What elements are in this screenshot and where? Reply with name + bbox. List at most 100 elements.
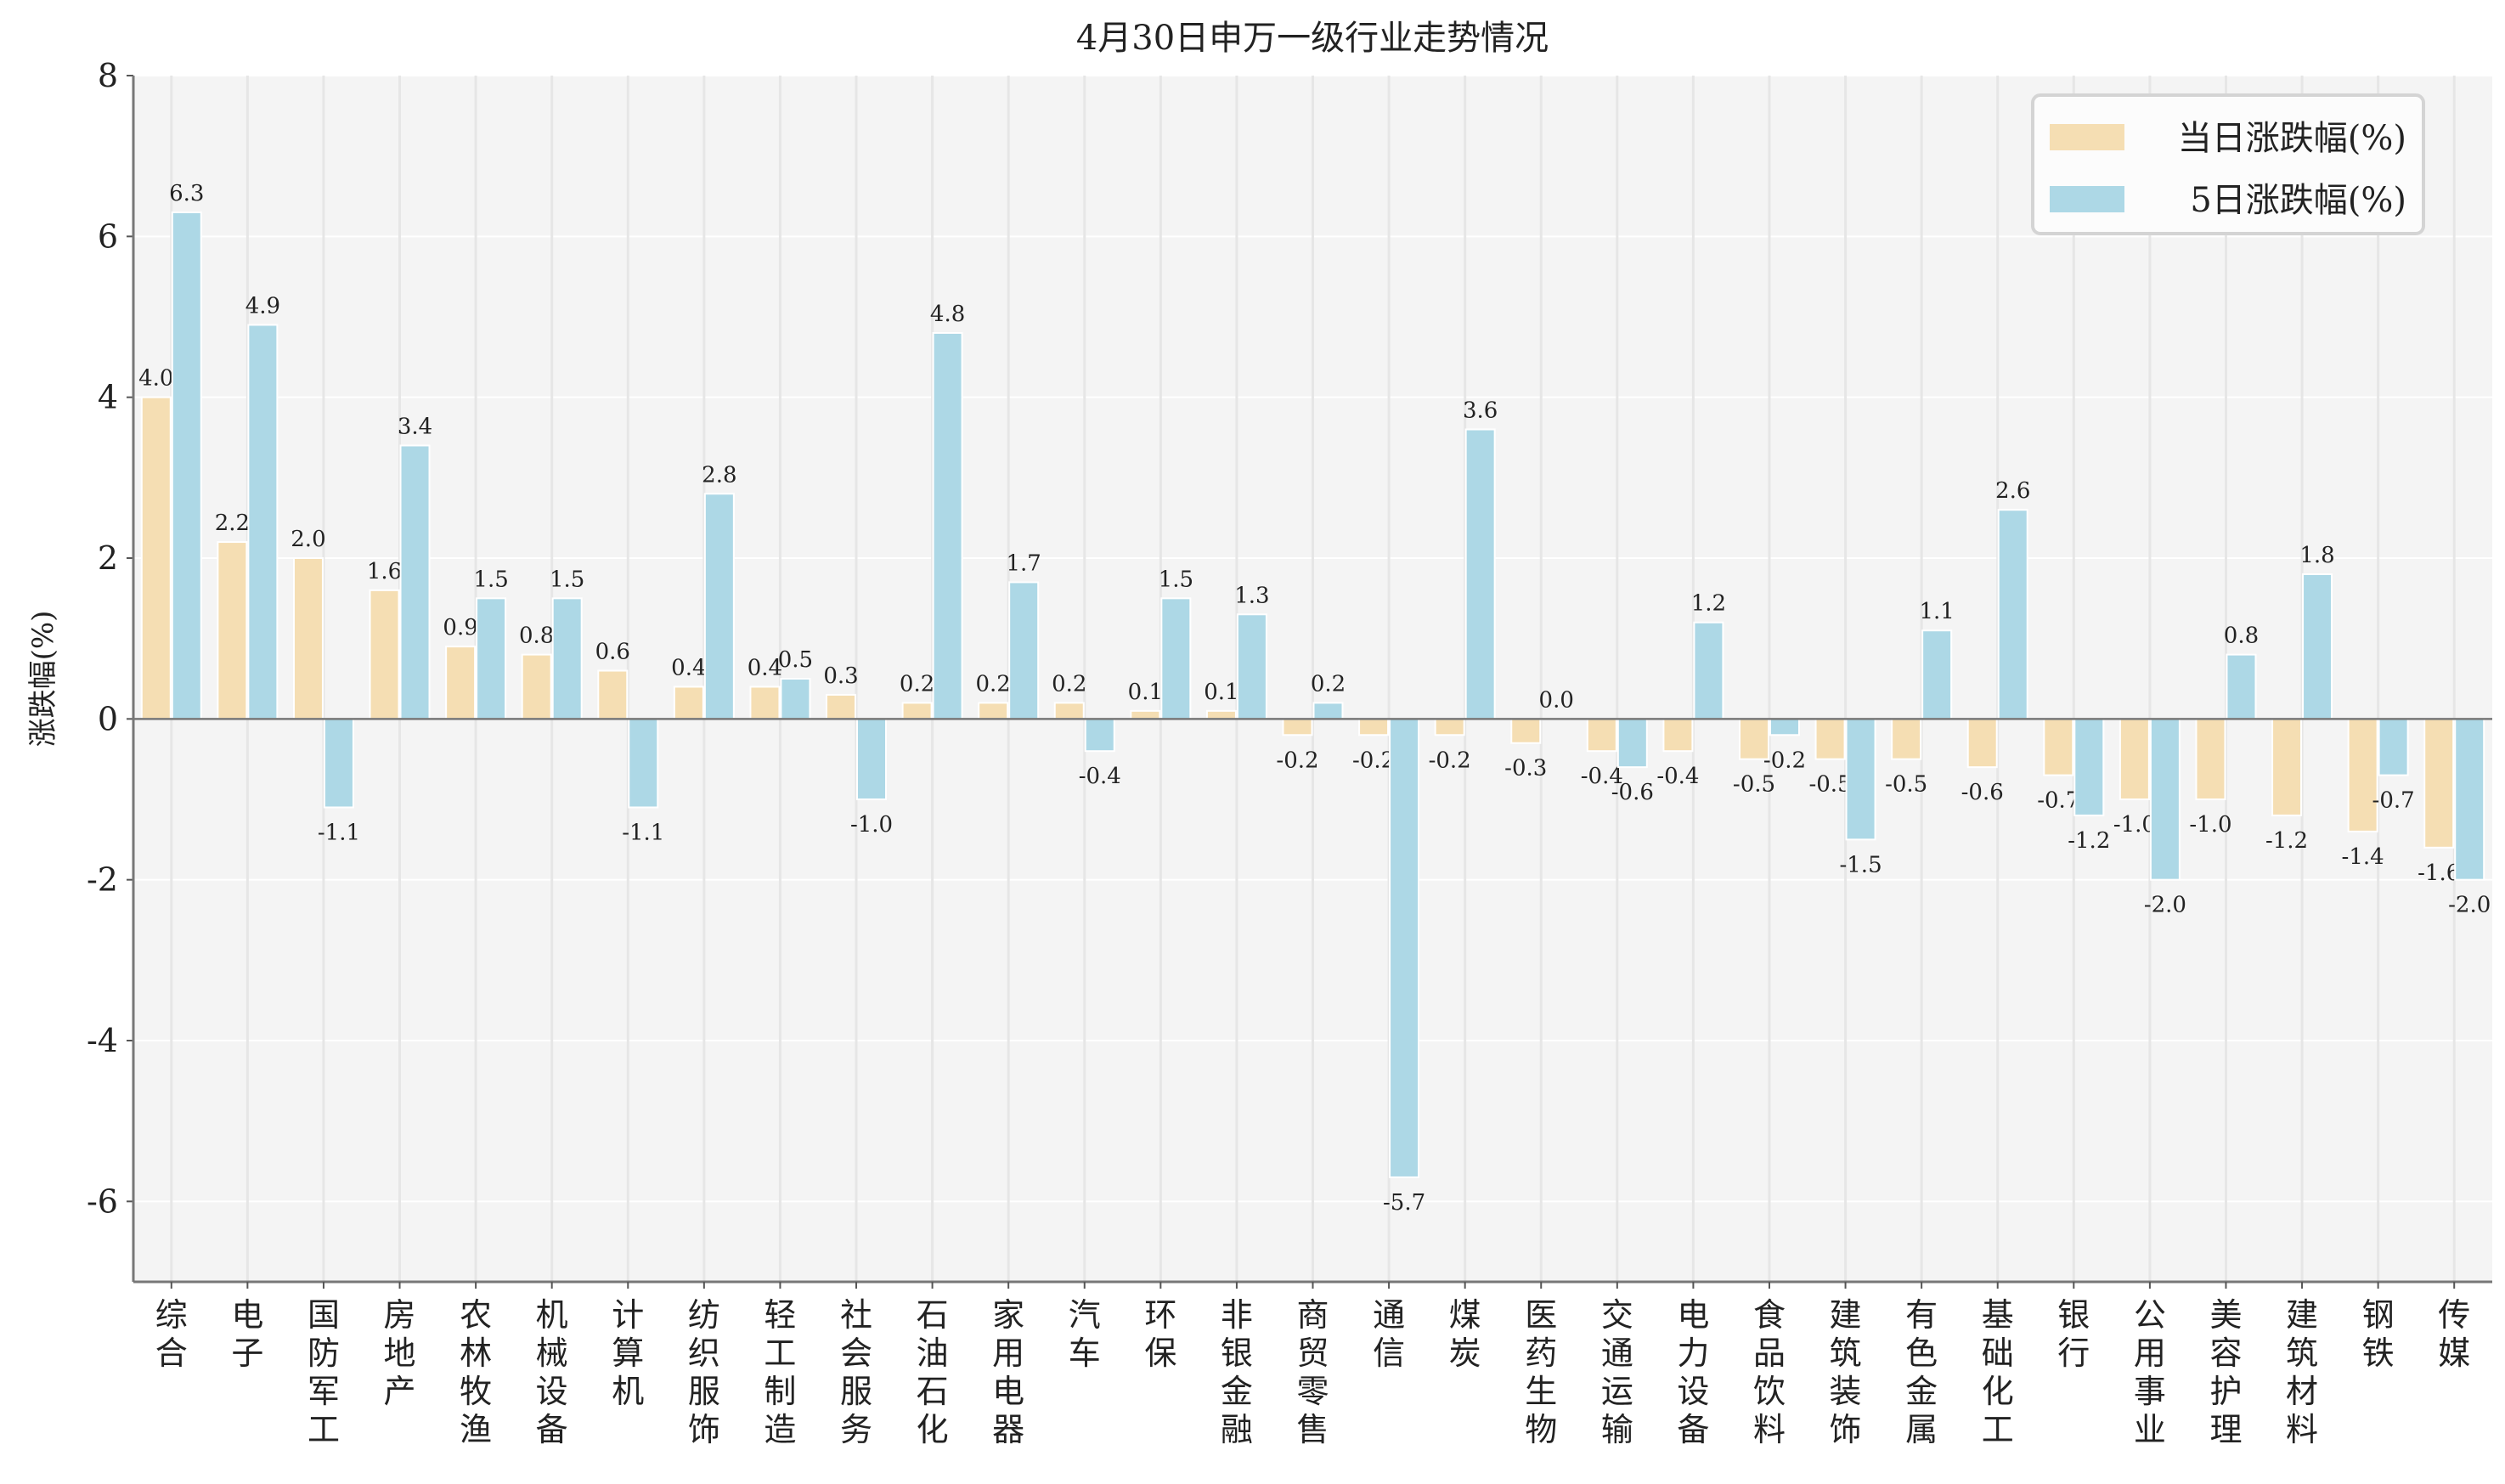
x-tick-label: 食品饮料 (1753, 1296, 1786, 1448)
data-label: 0.2 (1052, 671, 1086, 697)
x-tick-label: 建筑装饰 (1830, 1296, 1862, 1448)
y-tick-label: 6 (98, 217, 118, 255)
data-label: -0.7 (2037, 788, 2079, 814)
data-label: 0.4 (748, 655, 782, 680)
x-tick-label: 机械设备 (536, 1296, 568, 1448)
x-tick-label: 汽车 (1069, 1296, 1101, 1372)
legend-label: 当日涨跌幅(%) (2178, 119, 2406, 158)
bar-day (1282, 718, 1313, 736)
x-tick-label: 基础化工 (1982, 1296, 2014, 1448)
data-label: 1.8 (2299, 543, 2334, 568)
x-tick-label: 房地产 (384, 1296, 416, 1410)
data-label: 0.6 (595, 640, 630, 665)
data-label: 0.4 (671, 655, 706, 680)
bar-5day (2226, 653, 2257, 720)
data-label: -0.4 (1581, 764, 1623, 789)
data-label: 2.6 (1995, 478, 2030, 504)
data-label: -1.0 (2189, 812, 2231, 838)
bar-day (1662, 718, 1694, 753)
data-label: -0.2 (1352, 748, 1395, 773)
data-label: 1.6 (367, 559, 402, 584)
chart-title: 4月30日申万一级行业走势情况 (1076, 19, 1549, 58)
x-tick-label: 有色金属 (1905, 1296, 1938, 1448)
data-label: 0.5 (778, 647, 813, 673)
data-label: 1.3 (1234, 583, 1269, 608)
bar-day (1891, 718, 1922, 760)
data-label: 0.0 (1539, 687, 1574, 713)
bar-day (1205, 709, 1237, 720)
bar-5day (1769, 718, 1800, 736)
bar-day (292, 557, 324, 720)
data-label: -1.1 (622, 820, 664, 845)
x-tick-label: 农林牧渔 (460, 1296, 492, 1448)
x-tick-label: 公用事业 (2134, 1296, 2166, 1448)
data-label: 0.8 (2224, 624, 2259, 649)
data-label: -0.7 (2372, 788, 2415, 814)
data-label: 4.8 (930, 302, 965, 327)
y-tick-label: 2 (98, 539, 118, 577)
data-label: -1.0 (2113, 812, 2156, 838)
bar-5day (171, 211, 202, 720)
bar-day (2119, 718, 2150, 800)
x-tick-label: 银行 (2057, 1296, 2090, 1372)
x-tick-label: 非银金融 (1221, 1296, 1253, 1448)
x-tick-label: 纺织服饰 (688, 1296, 720, 1448)
x-tick-label: 计算机 (612, 1296, 644, 1410)
data-label: -1.1 (318, 820, 360, 845)
data-label: -1.0 (850, 812, 893, 838)
data-label: 1.1 (1919, 599, 1954, 624)
data-label: -0.6 (1611, 780, 1654, 805)
bar-day (901, 702, 933, 720)
x-tick-label: 建筑材料 (2286, 1296, 2318, 1448)
bar-day (1130, 709, 1161, 720)
data-label: 1.7 (1006, 550, 1041, 576)
data-label: 3.6 (1463, 398, 1498, 424)
bar-5day (856, 718, 888, 800)
bar-day (2423, 718, 2455, 849)
bar-day (597, 669, 629, 720)
data-label: -0.3 (1504, 756, 1547, 781)
data-label: 2.8 (702, 462, 736, 488)
x-tick-label: 美容护理 (2209, 1296, 2242, 1448)
x-tick-label: 商贸零售 (1296, 1296, 1329, 1448)
y-tick-label: 4 (98, 379, 118, 416)
x-tick-label: 通信 (1373, 1296, 1405, 1372)
data-label: -1.5 (1839, 852, 1882, 877)
bar-5day (1616, 718, 1648, 769)
legend (2031, 93, 2425, 235)
data-label: -5.7 (1383, 1190, 1425, 1216)
bar-5day (2302, 573, 2333, 720)
data-label: 0.9 (443, 615, 477, 640)
data-label: -1.2 (2265, 828, 2308, 854)
bar-5day (1084, 718, 1115, 753)
bar-day (445, 646, 477, 720)
data-label: 2.2 (215, 511, 250, 536)
x-tick-label: 传媒 (2438, 1296, 2470, 1372)
x-tick-label: 钢铁 (2362, 1296, 2395, 1372)
bar-day (1510, 718, 1542, 744)
bar-day (1358, 718, 1390, 736)
bar-5day (1160, 597, 1192, 720)
data-label: -0.2 (1276, 748, 1318, 773)
data-label: -0.5 (1733, 772, 1775, 798)
data-label: 0.2 (1311, 671, 1346, 697)
bar-5day (1008, 581, 1040, 720)
data-label: 1.5 (1159, 567, 1193, 592)
bar-day (1586, 718, 1617, 753)
bar-day (2271, 718, 2303, 816)
bar-day (1434, 718, 1465, 736)
bar-5day (1845, 718, 1876, 841)
bar-day (978, 702, 1009, 720)
bar-5day (932, 331, 963, 720)
data-label: -0.4 (1656, 764, 1699, 789)
bar-5day (399, 444, 431, 720)
data-label: 3.4 (398, 414, 432, 439)
bar-5day (703, 493, 735, 720)
bar-5day (1921, 629, 1953, 720)
bar-day (749, 686, 781, 720)
bar-5day (1389, 718, 1420, 1178)
x-tick-label: 煤炭 (1449, 1296, 1481, 1372)
data-label: 0.2 (900, 671, 934, 697)
bar-5day (2073, 718, 2105, 816)
